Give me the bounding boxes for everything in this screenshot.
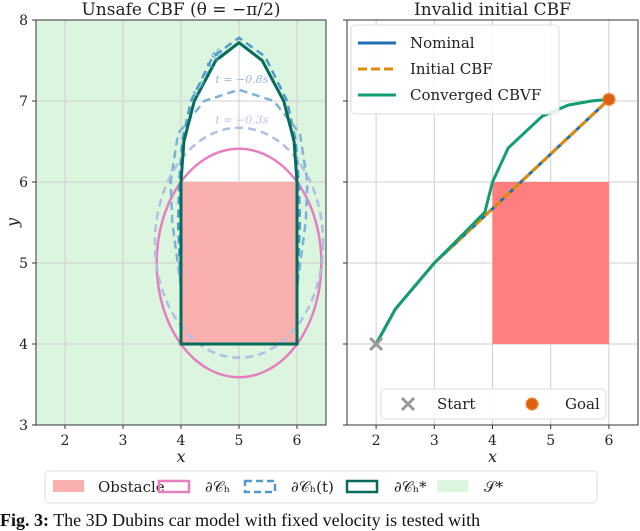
legend-label: ∂𝒞ₕ(t) <box>291 478 334 496</box>
legend-label: Converged CBVF <box>410 86 541 104</box>
legend-label: 𝒮* <box>484 478 504 496</box>
legend-label: Initial CBF <box>410 60 493 78</box>
legend-box <box>350 24 560 115</box>
legend-label: Obstacle <box>98 478 165 496</box>
goal-marker <box>602 92 616 107</box>
y-tick-label: 4 <box>19 337 28 353</box>
legend-label: Nominal <box>410 34 475 52</box>
annotation-t-0-8: t = −0.8s <box>215 73 268 86</box>
legend-swatch-0 <box>53 480 84 492</box>
left-plot-area <box>36 20 326 425</box>
x-tick-label: 2 <box>372 433 381 449</box>
legend-swatch-3 <box>345 479 379 494</box>
start-marker <box>369 336 384 352</box>
x-tick-label: 3 <box>119 433 128 449</box>
legend-label: ∂𝒞ₕ* <box>394 478 427 496</box>
figure-caption: Fig. 3: The 3D Dubins car model with fix… <box>0 510 480 531</box>
shared-legend: Obstacle ∂𝒞ₕ ∂𝒞ₕ(t) ∂𝒞ₕ* 𝒮* <box>44 470 598 504</box>
y-tick-label: 8 <box>19 13 28 29</box>
legend-swatch-4 <box>437 480 468 492</box>
x-tick-label: 4 <box>488 433 497 449</box>
obstacle <box>181 182 297 344</box>
y-tick-label: 7 <box>19 94 28 110</box>
obstacle <box>492 182 609 344</box>
y-tick-label: 6 <box>19 175 28 191</box>
time-boundary-curve <box>169 88 309 288</box>
series-legend: Nominal Initial CBF Converged CBVF <box>350 24 560 115</box>
legend-label: Goal <box>565 395 600 413</box>
legend-label: Start <box>437 395 475 413</box>
x-tick-label: 3 <box>430 433 439 449</box>
legend-swatch-1 <box>157 479 191 494</box>
chart-title: Unsafe CBF (θ = −π/2) <box>81 0 280 20</box>
x-tick-label: 5 <box>546 433 555 449</box>
x-axis-label: x <box>176 447 185 466</box>
time-boundary-curve <box>153 126 325 360</box>
right-plot-area <box>347 20 638 425</box>
chart-title: Invalid initial CBF <box>414 0 571 20</box>
y-tick-label: 3 <box>19 418 28 434</box>
x-tick-label: 4 <box>177 433 186 449</box>
x-tick-label: 6 <box>293 433 302 449</box>
x-tick-label: 6 <box>604 433 613 449</box>
y-tick-label: 5 <box>19 256 28 272</box>
caption-text: The 3D Dubins car model with fixed veloc… <box>53 510 481 530</box>
legend-label: ∂𝒞ₕ <box>205 478 230 496</box>
converged-boundary <box>179 40 299 346</box>
legend-box <box>380 388 607 420</box>
legend-goal-icon <box>525 397 539 411</box>
legend-start-icon <box>400 396 416 412</box>
y-axis-label: y <box>3 217 22 228</box>
x-tick-label: 2 <box>61 433 70 449</box>
series-converged-cbvf <box>374 97 610 345</box>
marker-legend: Start Goal <box>380 388 607 420</box>
annotation-t-0-3: t = −0.3s <box>215 114 268 127</box>
legend-swatch-2 <box>243 479 277 494</box>
x-axis-label: x <box>488 447 497 466</box>
caption-label: Fig. 3: <box>0 510 49 530</box>
x-tick-label: 5 <box>235 433 244 449</box>
time-boundary-curve <box>176 36 302 296</box>
legend-box <box>44 470 598 504</box>
